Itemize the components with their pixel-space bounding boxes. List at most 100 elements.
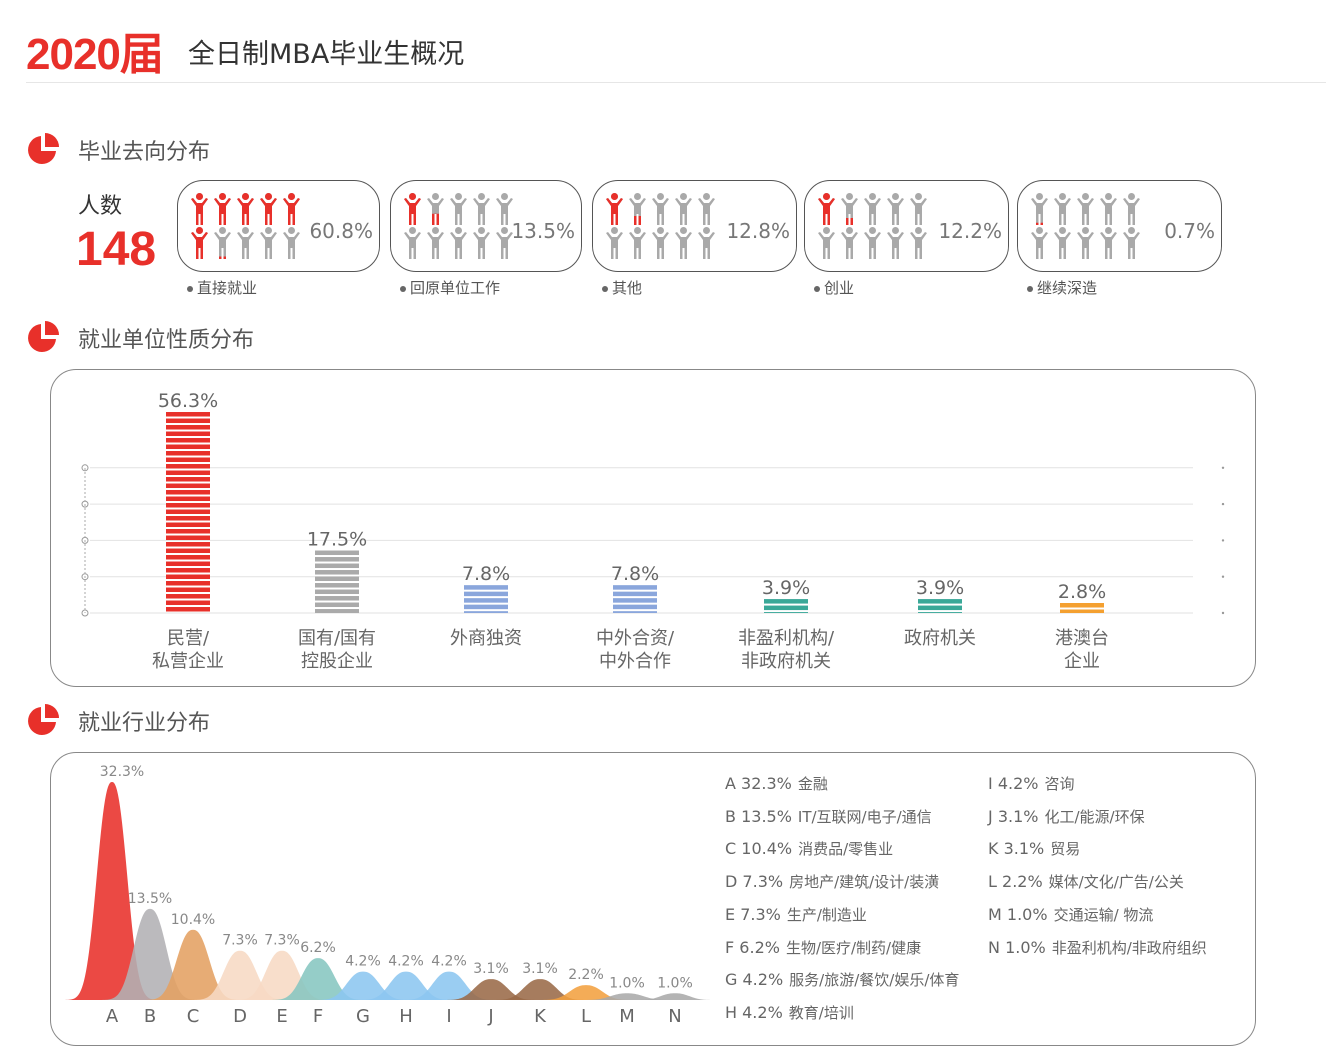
person-icon: [1054, 193, 1071, 225]
destination-card: 0.7%: [1017, 180, 1222, 272]
title-year: 2020届: [26, 30, 164, 79]
legend-percent: 6.2%: [739, 937, 780, 957]
legend-code: E: [725, 904, 736, 924]
person-icon: [841, 193, 858, 225]
legend-percent: 4.2%: [997, 774, 1039, 793]
pie-chart-icon: [28, 133, 59, 164]
bar: [764, 599, 808, 613]
peak-data-label: 3.1%: [522, 961, 558, 977]
person-icon: [214, 227, 231, 259]
legend-code: A: [725, 774, 736, 793]
bar: [464, 585, 508, 613]
legend-name: 生物/医疗/制药/健康: [785, 938, 922, 957]
employer-type-panel: [50, 369, 1256, 687]
legend-name: 金融: [797, 775, 828, 793]
person-icon: [864, 227, 881, 259]
person-icon: [629, 193, 646, 225]
peak-data-label: 4.2%: [388, 954, 424, 970]
industry-peak: [184, 950, 296, 1000]
card-percent: 13.5%: [511, 219, 575, 243]
legend-percent: 4.2%: [742, 970, 784, 990]
gridline-end-dot: [1221, 611, 1225, 615]
gridline-end-dot: [1221, 539, 1225, 542]
legend-code: H: [725, 1002, 738, 1022]
person-icon: [496, 193, 513, 225]
legend-name: 交通运输/ 物流: [1053, 905, 1154, 924]
section-title-employer-type: 就业单位性质分布: [78, 328, 255, 353]
person-icon: [606, 227, 623, 259]
legend-percent: 1.0%: [1005, 937, 1046, 957]
peak-data-label: 4.2%: [345, 954, 381, 970]
legend-percent: 7.3%: [740, 904, 781, 924]
peak-data-label: 13.5%: [128, 891, 172, 907]
bar-data-label: 56.3%: [158, 390, 218, 412]
industry-peak: [137, 929, 249, 1000]
person-icon: [1100, 227, 1117, 259]
card-label: 其他: [602, 277, 642, 298]
industry-category-label: C: [187, 1006, 200, 1027]
legend-item: L 2.2% 媒体/文化/广告/公关: [988, 871, 1184, 892]
peak-data-label: 3.1%: [473, 961, 509, 977]
industry-peak: [530, 985, 642, 1000]
person-icon: [910, 227, 927, 259]
bar-category-label: 外商独资: [450, 628, 522, 649]
legend-item: J 3.1% 化工/能源/环保: [988, 806, 1145, 827]
bar-category-label: 中外合资/: [596, 628, 675, 649]
card-percent: 12.2%: [938, 219, 1002, 243]
person-icon: [1123, 193, 1140, 225]
legend-name: 服务/旅游/餐饮/娱乐/体育: [789, 971, 960, 990]
person-icon: [450, 227, 467, 259]
person-icon: [606, 193, 623, 225]
person-icon: [237, 227, 254, 259]
bar-data-label: 7.8%: [611, 563, 659, 585]
pie-chart-icon: [28, 321, 59, 352]
person-icon: [675, 227, 692, 259]
industry-category-label: N: [668, 1006, 681, 1027]
person-icon: [427, 227, 444, 259]
person-icon: [496, 227, 513, 259]
gridline-end-dot: [1221, 502, 1225, 506]
person-icon: [1054, 227, 1071, 259]
legend-name: 咨询: [1044, 775, 1075, 793]
people-icons: [606, 193, 715, 259]
person-icon: [260, 227, 277, 259]
people-icons: [404, 193, 513, 259]
peak-data-label: 32.3%: [100, 764, 144, 780]
card-label: 创业: [814, 277, 854, 298]
industry-peak: [262, 958, 374, 1000]
gridline-end-dot: [1221, 575, 1225, 578]
bar-category-label: 中外合作: [599, 651, 671, 672]
card-percent: 0.7%: [1164, 219, 1215, 243]
person-icon: [1123, 227, 1140, 259]
bar-category-label: 控股企业: [301, 651, 373, 672]
legend-item: H 4.2% 教育/培训: [725, 1002, 854, 1023]
peak-data-label: 4.2%: [431, 954, 467, 970]
people-icons: [191, 193, 300, 259]
bar-data-label: 3.9%: [762, 577, 810, 599]
legend-item: N 1.0% 非盈利机构/非政府组织: [988, 937, 1207, 958]
person-icon: [473, 227, 490, 259]
industry-category-label: H: [399, 1006, 413, 1027]
person-icon: [1031, 193, 1048, 225]
count-label: 人数: [78, 194, 123, 219]
destination-card: 12.2%: [804, 180, 1009, 272]
peak-data-label: 7.3%: [264, 933, 300, 949]
person-icon: [818, 193, 835, 225]
person-icon: [191, 227, 208, 259]
person-icon: [1077, 193, 1094, 225]
person-icon: [214, 193, 231, 225]
person-icon: [887, 227, 904, 259]
person-icon: [237, 193, 254, 225]
industry-category-label: M: [619, 1006, 635, 1027]
legend-code: G: [725, 970, 738, 990]
legend-percent: 2.2%: [1002, 872, 1043, 892]
legend-code: L: [988, 872, 997, 892]
bar-category-label: 政府机关: [904, 628, 976, 649]
peak-data-label: 1.0%: [657, 975, 693, 991]
legend-code: B: [725, 806, 736, 826]
person-icon: [818, 227, 835, 259]
bar-category-label: 私营企业: [152, 651, 224, 672]
legend-name: IT/互联网/电子/通信: [797, 807, 932, 826]
legend-percent: 1.0%: [1006, 904, 1048, 924]
person-icon: [841, 227, 858, 259]
